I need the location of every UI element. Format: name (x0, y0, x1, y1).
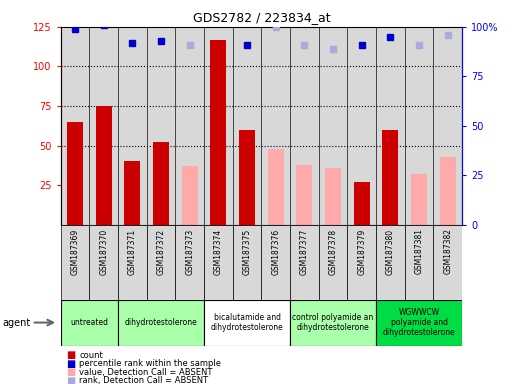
Bar (290, 300, 376, 346)
Text: GSM187377: GSM187377 (300, 228, 309, 275)
Bar (125, 161, 140, 225)
Text: GSM187373: GSM187373 (185, 228, 194, 275)
Bar (325, 168, 341, 225)
Text: GSM187381: GSM187381 (414, 228, 423, 275)
Text: control polyamide an
dihydrotestolerone: control polyamide an dihydrotestolerone (293, 313, 374, 332)
Bar (268, 149, 284, 225)
Text: ■: ■ (66, 359, 76, 369)
Text: GSM187379: GSM187379 (357, 228, 366, 275)
Bar (61, 300, 118, 346)
Title: GDS2782 / 223834_at: GDS2782 / 223834_at (193, 11, 330, 24)
Bar (182, 166, 197, 225)
Bar (376, 225, 404, 300)
Text: GSM187372: GSM187372 (156, 228, 166, 275)
Bar (261, 27, 290, 225)
Bar (404, 225, 433, 300)
Bar (89, 225, 118, 300)
Bar (147, 27, 175, 225)
Text: GSM187371: GSM187371 (128, 228, 137, 275)
Bar (118, 300, 204, 346)
Bar (175, 225, 204, 300)
Text: GSM187376: GSM187376 (271, 228, 280, 275)
Text: GSM187374: GSM187374 (214, 228, 223, 275)
Bar (319, 225, 347, 300)
Bar (89, 27, 118, 225)
Bar (382, 130, 398, 225)
Bar (204, 27, 233, 225)
Text: rank, Detection Call = ABSENT: rank, Detection Call = ABSENT (79, 376, 209, 384)
Bar (376, 27, 404, 225)
Text: agent: agent (3, 318, 31, 328)
Text: GSM187380: GSM187380 (386, 228, 395, 275)
Bar (233, 27, 261, 225)
Text: ■: ■ (66, 367, 76, 377)
Bar (411, 174, 427, 225)
Bar (147, 225, 175, 300)
Text: bicalutamide and
dihydrotestolerone: bicalutamide and dihydrotestolerone (211, 313, 284, 332)
Bar (319, 27, 347, 225)
Text: ■: ■ (66, 376, 76, 384)
Bar (347, 225, 376, 300)
Bar (61, 225, 89, 300)
Text: value, Detection Call = ABSENT: value, Detection Call = ABSENT (79, 367, 213, 377)
Bar (440, 157, 456, 225)
Bar (118, 225, 147, 300)
Bar (404, 27, 433, 225)
Bar (204, 300, 290, 346)
Text: GSM187370: GSM187370 (99, 228, 108, 275)
Text: GSM187375: GSM187375 (242, 228, 251, 275)
Bar (67, 122, 83, 225)
Text: ■: ■ (66, 350, 76, 360)
Bar (233, 225, 261, 300)
Bar (211, 40, 226, 225)
Text: untreated: untreated (70, 318, 108, 327)
Bar (96, 106, 111, 225)
Bar (61, 27, 89, 225)
Bar (376, 300, 462, 346)
Bar (433, 225, 462, 300)
Bar (297, 164, 312, 225)
Bar (347, 27, 376, 225)
Bar (290, 27, 319, 225)
Bar (290, 225, 319, 300)
Bar (175, 27, 204, 225)
Bar (153, 142, 169, 225)
Bar (261, 225, 290, 300)
Text: dihydrotestolerone: dihydrotestolerone (125, 318, 197, 327)
Text: GSM187378: GSM187378 (328, 228, 337, 275)
Text: WGWWCW
polyamide and
dihydrotestolerone: WGWWCW polyamide and dihydrotestolerone (383, 308, 455, 338)
Text: percentile rank within the sample: percentile rank within the sample (79, 359, 221, 368)
Bar (239, 130, 255, 225)
Bar (118, 27, 147, 225)
Text: count: count (79, 351, 103, 360)
Text: GSM187369: GSM187369 (71, 228, 80, 275)
Bar (204, 225, 233, 300)
Text: GSM187382: GSM187382 (443, 228, 452, 275)
Bar (433, 27, 462, 225)
Bar (354, 182, 370, 225)
